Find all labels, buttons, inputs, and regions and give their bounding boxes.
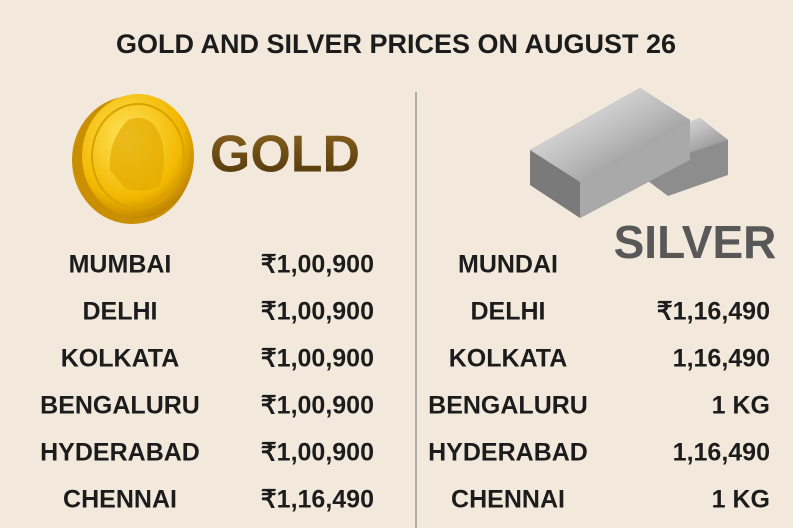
silver-price: 1 KG	[712, 392, 770, 420]
silver-city: MUNDAI	[458, 251, 558, 279]
silver-city: KOLKATA	[449, 345, 568, 373]
silver-price: 1 KG	[712, 486, 770, 514]
silver-city: BENGALURU	[428, 392, 588, 420]
gold-city: HYDERABAD	[40, 439, 200, 467]
silver-city: DELHI	[471, 298, 546, 326]
price-rows: MUMBAI ₹1,00,900 DELHI ₹1,00,900 KOLKATA ₹1,0…	[40, 251, 770, 514]
gold-price: ₹1,00,900	[261, 345, 374, 373]
silver-city: HYDERABAD	[428, 439, 588, 467]
silver-price: ₹1,16,490	[657, 298, 770, 326]
gold-price: ₹1,16,490	[261, 486, 374, 514]
title: GOLD AND SILVER PRICES ON AUGUST 26	[116, 29, 676, 59]
gold-label: GOLD	[210, 126, 360, 184]
silver-label: SILVER	[614, 216, 777, 268]
gold-price: ₹1,00,900	[261, 392, 374, 420]
gold-price: ₹1,00,900	[261, 298, 374, 326]
gold-price: ₹1,00,900	[261, 251, 374, 279]
gold-city: BENGALURU	[40, 392, 200, 420]
gold-coin	[72, 94, 194, 224]
gold-city: MUMBAI	[69, 251, 172, 279]
silver-bars	[530, 88, 728, 218]
silver-price: 1,16,490	[673, 439, 770, 467]
silver-price: 1,16,490	[673, 345, 770, 373]
gold-price: ₹1,00,900	[261, 439, 374, 467]
gold-city: CHENNAI	[63, 486, 177, 514]
silver-city: CHENNAI	[451, 486, 565, 514]
gold-city: KOLKATA	[61, 345, 180, 373]
gold-city: DELHI	[83, 298, 158, 326]
